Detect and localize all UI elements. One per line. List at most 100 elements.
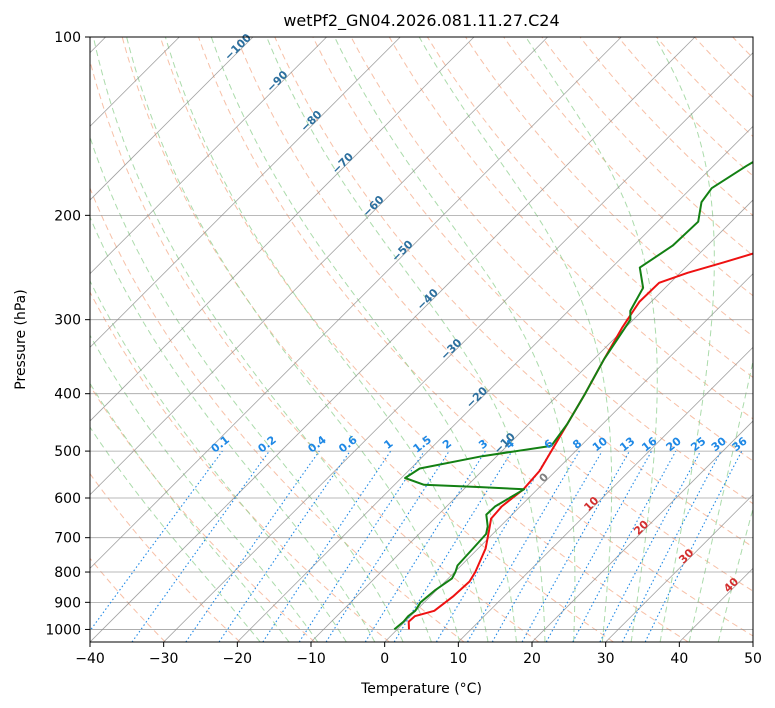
isotherm <box>90 37 254 201</box>
mixing-ratio-label: 0.2 <box>255 433 278 455</box>
moist-adiabat <box>90 382 290 642</box>
mixing-ratio-line <box>545 450 653 642</box>
mixing-ratio-line <box>521 450 630 642</box>
dry-adiabat <box>350 37 753 462</box>
dry-adiabat-label: −30 <box>438 336 465 363</box>
y-tick-label: 1000 <box>45 622 81 638</box>
dry-adiabat-label: −100 <box>222 31 254 63</box>
mixing-ratio-line <box>599 450 701 642</box>
mixing-ratio-line <box>364 450 486 642</box>
dry-adiabat <box>90 59 540 642</box>
dry-adiabat-label: −90 <box>264 68 291 95</box>
isotherm <box>605 494 753 642</box>
dry-adiabat <box>274 37 753 548</box>
dry-adiabat-label: −70 <box>329 150 356 177</box>
dry-adiabat <box>90 291 390 642</box>
dry-adiabat <box>732 37 753 59</box>
mixing-ratio-label: 2 <box>440 437 454 452</box>
isotherm <box>90 37 696 642</box>
plot-area <box>90 37 775 642</box>
dry-adiabat-label: −40 <box>414 286 441 313</box>
isotherm <box>90 37 622 569</box>
moist-adiabat-label: 40 <box>721 575 741 595</box>
y-tick-label: 500 <box>54 444 81 460</box>
moist-adiabat <box>525 37 658 642</box>
isotherm <box>90 37 401 348</box>
y-tick-label: 100 <box>54 30 81 46</box>
mixing-ratio-line <box>435 450 552 642</box>
dry-adiabat <box>426 37 753 378</box>
dry-adiabat <box>541 37 753 257</box>
moist-adiabat <box>688 358 753 642</box>
moist-adiabat <box>266 37 546 642</box>
moist-adiabat <box>654 37 715 642</box>
temperature-profile <box>407 252 753 630</box>
y-tick-label: 800 <box>54 565 81 581</box>
mixing-ratio-label: 1 <box>382 437 396 452</box>
x-tick-label: −30 <box>149 651 179 667</box>
mixing-ratio-label: 0.6 <box>336 433 360 455</box>
isotherm <box>752 641 753 642</box>
dewpoint-profile <box>393 160 753 631</box>
y-tick-label: 700 <box>54 531 81 547</box>
isotherm <box>310 199 753 642</box>
x-tick-label: 0 <box>380 651 389 667</box>
moist-adiabat <box>90 334 319 642</box>
mixing-ratio-label: 3 <box>476 437 490 452</box>
dry-adiabat <box>159 37 689 642</box>
isotherm <box>384 273 753 642</box>
y-tick-label: 400 <box>54 387 81 403</box>
isotherm <box>90 37 548 496</box>
plot-frame <box>89 36 754 643</box>
dry-adiabat <box>90 384 316 642</box>
isotherm <box>237 125 753 642</box>
mixing-ratio-line <box>90 450 223 632</box>
mixing-ratio-line <box>621 450 722 642</box>
dry-adiabat <box>388 37 753 420</box>
isotherm <box>458 346 753 642</box>
x-tick-label: −20 <box>223 651 253 667</box>
mixing-ratio-label: 0.1 <box>209 433 232 455</box>
moist-adiabat <box>92 37 432 642</box>
moist-adiabat <box>717 506 753 642</box>
moist-adiabat <box>210 37 517 642</box>
x-tick-label: 30 <box>597 651 615 667</box>
moist-adiabat <box>126 37 461 642</box>
isotherm <box>90 37 475 422</box>
y-tick-label: 300 <box>54 313 81 329</box>
moist-adiabat <box>164 37 489 642</box>
y-tick-label: 200 <box>54 208 81 224</box>
mixing-ratio-line <box>218 450 351 642</box>
dry-adiabat <box>90 472 241 642</box>
x-tick-label: 40 <box>670 651 688 667</box>
mixing-ratio-line <box>325 450 450 642</box>
moist-adiabat <box>418 37 613 642</box>
isotherm <box>679 567 753 642</box>
dry-adiabat <box>465 37 753 337</box>
dry-adiabat <box>312 37 753 505</box>
dry-adiabat <box>771 37 775 642</box>
dry-adiabat <box>90 186 465 642</box>
moist-adiabat <box>90 426 261 642</box>
isotherm <box>163 52 753 642</box>
mixing-ratio-line <box>393 450 513 642</box>
dry-adiabat <box>236 37 753 592</box>
moist-adiabat <box>90 215 376 642</box>
x-tick-label: −40 <box>75 651 105 667</box>
dry-adiabat <box>121 37 614 642</box>
moist-adiabat <box>90 135 404 642</box>
dry-adiabat <box>503 37 753 297</box>
moist-adiabat-label: 10 <box>581 494 601 514</box>
moist-adiabat-label: 30 <box>676 546 696 566</box>
dry-adiabat-label: −50 <box>389 238 416 265</box>
mixing-ratio-line <box>131 450 270 642</box>
mixing-ratio-line <box>572 450 677 642</box>
y-tick-label: 600 <box>54 491 81 507</box>
mixing-ratio-label: 6 <box>542 437 556 452</box>
x-tick-label: 50 <box>744 651 762 667</box>
x-tick-label: −10 <box>296 651 326 667</box>
x-tick-label: 10 <box>449 651 467 667</box>
x-tick-label: 20 <box>523 651 541 667</box>
y-tick-label: 900 <box>54 595 81 611</box>
mixing-ratio-line <box>185 450 320 642</box>
